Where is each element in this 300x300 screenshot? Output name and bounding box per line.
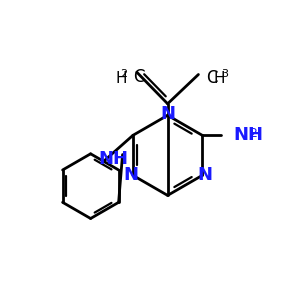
Text: 3: 3 (221, 69, 229, 79)
Text: N: N (160, 105, 175, 123)
Text: C: C (133, 68, 145, 86)
Text: C: C (206, 69, 218, 87)
Text: NH: NH (233, 126, 263, 144)
Text: NH: NH (98, 150, 128, 168)
Text: H: H (214, 71, 225, 86)
Text: 2: 2 (120, 69, 127, 79)
Text: H: H (115, 71, 127, 86)
Text: N: N (123, 167, 138, 184)
Text: N: N (197, 167, 212, 184)
Text: 2: 2 (249, 127, 257, 140)
